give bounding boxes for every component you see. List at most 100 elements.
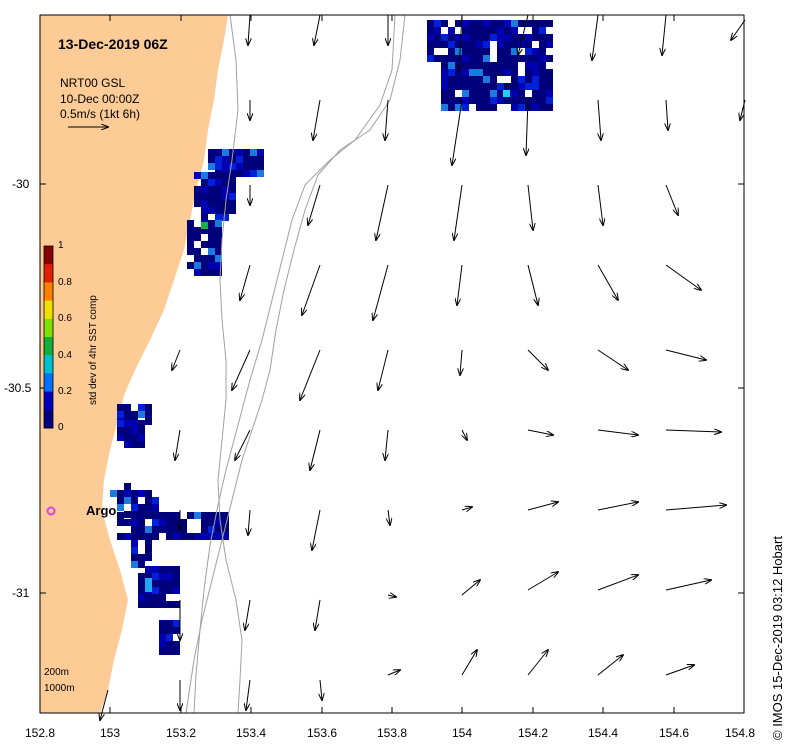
- colorbar-tick-label: 0.8: [58, 277, 72, 288]
- sst-cell: [201, 193, 208, 200]
- current-arrow: [388, 509, 390, 525]
- sst-cell: [518, 55, 525, 62]
- current-arrow: [597, 264, 618, 300]
- sst-cell: [504, 34, 511, 41]
- sst-cell: [497, 90, 504, 97]
- sst-cell: [166, 641, 173, 648]
- sst-cell: [152, 519, 159, 526]
- sst-cell: [448, 62, 455, 69]
- sst-cell: [215, 220, 222, 227]
- sst-cell: [476, 48, 483, 55]
- current-arrow: [665, 184, 678, 215]
- sst-cell: [124, 411, 131, 418]
- sst-cell: [110, 490, 117, 497]
- current-arrow: [248, 14, 250, 45]
- current-arrow: [235, 429, 251, 460]
- x-tick-label: 153.8: [376, 726, 408, 740]
- sst-cell: [539, 97, 546, 104]
- colorbar-segment: [44, 409, 53, 429]
- colorbar-tick-label: 0: [58, 422, 64, 433]
- sst-cell: [145, 526, 152, 533]
- current-arrow: [665, 580, 711, 591]
- sst-cell: [131, 561, 138, 568]
- sst-cell: [138, 512, 145, 519]
- sst-cell: [497, 20, 504, 27]
- sst-cell: [539, 48, 546, 55]
- sst-cell: [215, 214, 222, 221]
- sst-cell: [208, 269, 215, 276]
- sst-cell: [145, 554, 152, 561]
- x-tick-label: 153.4: [235, 726, 267, 740]
- sst-cell: [497, 62, 504, 69]
- sst-cell: [469, 27, 476, 34]
- product-name: NRT00 GSL: [60, 76, 126, 90]
- sst-cell: [504, 69, 511, 76]
- sst-cell: [504, 20, 511, 27]
- sst-cell: [215, 234, 222, 241]
- sst-cell: [201, 227, 208, 234]
- sst-cell: [222, 149, 229, 156]
- y-tick-label: -30.5: [4, 381, 32, 395]
- sst-cell: [469, 20, 476, 27]
- sst-cell: [518, 90, 525, 97]
- sst-cell: [194, 512, 201, 519]
- current-arrow: [527, 184, 533, 230]
- current-arrow: [665, 430, 721, 432]
- sst-cell: [497, 83, 504, 90]
- sst-cell: [131, 497, 138, 504]
- sst-cell: [462, 83, 469, 90]
- sst-cell: [455, 20, 462, 27]
- sst-cell: [483, 20, 490, 27]
- sst-cell: [159, 573, 166, 580]
- contour-1000m-inner: [193, 14, 396, 714]
- sst-cell: [159, 580, 166, 587]
- colorbar-tick-label: 0.2: [58, 386, 72, 397]
- sst-cell: [469, 48, 476, 55]
- current-arrow: [376, 184, 389, 240]
- sst-cell: [257, 149, 264, 156]
- current-arrow: [373, 264, 389, 320]
- sst-cell: [539, 62, 546, 69]
- sst-cell: [441, 55, 448, 62]
- sst-cell: [222, 526, 229, 533]
- sst-cell: [173, 526, 180, 533]
- sst-cell: [159, 519, 166, 526]
- sst-cell: [532, 27, 539, 34]
- current-vectors: [100, 14, 746, 720]
- contour-label-1000m: 1000m: [44, 683, 75, 694]
- colorbar-tick-label: 0.4: [58, 350, 72, 361]
- sst-cell: [504, 27, 511, 34]
- sst-cell: [152, 587, 159, 594]
- sst-cell: [194, 186, 201, 193]
- sst-cell: [434, 20, 441, 27]
- sst-cell: [448, 55, 455, 62]
- current-arrow: [460, 349, 462, 375]
- current-arrow: [245, 599, 251, 630]
- contour-label-200m: 200m: [44, 667, 70, 678]
- sst-cell: [497, 55, 504, 62]
- sst-cell: [546, 90, 553, 97]
- sst-cell: [518, 83, 525, 90]
- sst-cell: [462, 69, 469, 76]
- sst-cell: [243, 170, 250, 177]
- sst-cell: [497, 48, 504, 55]
- sst-cell: [215, 186, 222, 193]
- current-arrow: [315, 599, 321, 630]
- colorbar-tick-label: 0.6: [58, 313, 72, 324]
- sst-cell: [427, 34, 434, 41]
- sst-cell: [145, 504, 152, 511]
- sst-cell: [222, 163, 229, 170]
- sst-cell: [215, 241, 222, 248]
- sst-cell: [131, 411, 138, 418]
- current-arrow: [312, 509, 321, 550]
- contour-1000m: [185, 14, 406, 714]
- sst-cell: [497, 41, 504, 48]
- current-arrow: [662, 14, 667, 55]
- sst-cell: [462, 20, 469, 27]
- sst-cell: [497, 34, 504, 41]
- sst-cell: [525, 48, 532, 55]
- current-arrow: [459, 14, 463, 70]
- sst-cell: [250, 163, 257, 170]
- sst-cell: [483, 48, 490, 55]
- sst-cell: [159, 512, 166, 519]
